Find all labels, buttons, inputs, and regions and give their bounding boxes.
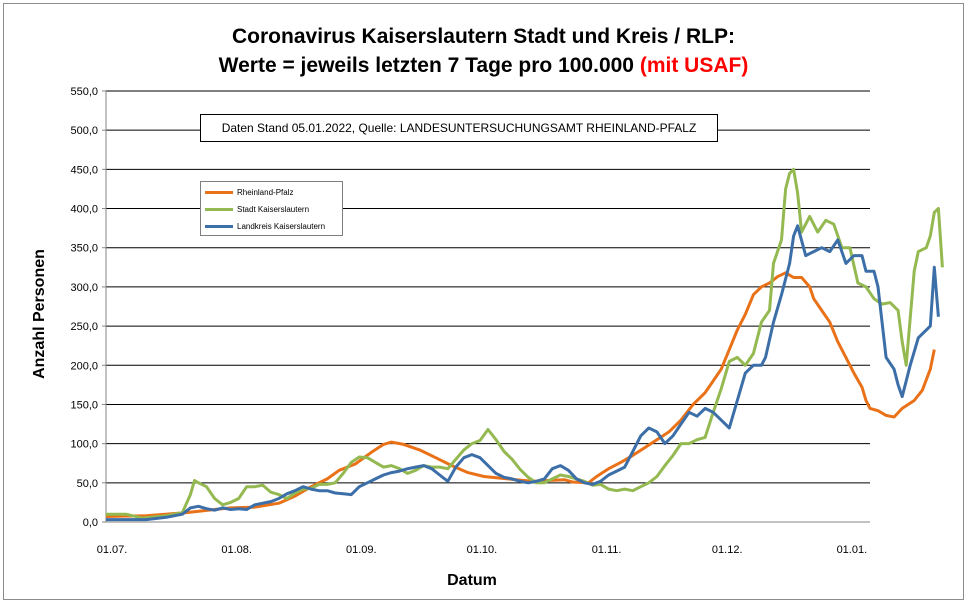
legend-item-rlp: Rheinland-Pfalz: [205, 186, 293, 198]
x-tick-label: 01.10.: [467, 544, 498, 556]
y-tick-label: 250,0: [70, 321, 98, 333]
data-source-note: Daten Stand 05.01.2022, Quelle: LANDESUN…: [200, 114, 718, 142]
chart-title: Coronavirus Kaiserslautern Stadt und Kre…: [0, 22, 967, 80]
y-tick-label: 300,0: [70, 282, 98, 294]
series-line-stadt-kaiserslautern: [106, 167, 944, 520]
y-tick-labels: 0,0 50,0 100,0 150,0 200,0 250,0 300,0 350,0 400…: [70, 86, 98, 529]
x-tick-label: 01.09.: [346, 544, 377, 556]
y-axis-title: Anzahl Personen: [31, 249, 48, 379]
x-axis-title: Datum: [447, 572, 497, 589]
x-tick-label: 01.07.: [97, 544, 128, 556]
x-tick-label: 01.11.: [592, 544, 622, 556]
x-tick-label: 01.08.: [221, 544, 252, 556]
y-tick-label: 200,0: [70, 360, 98, 372]
series-lines: [105, 167, 944, 522]
legend: Rheinland-Pfalz Stadt Kaiserslautern Lan…: [200, 181, 343, 236]
x-tick-label: 01.01.: [837, 544, 868, 556]
title-line-2: Werte = jeweils letzten 7 Tage pro 100.0…: [0, 51, 967, 80]
title-line-2-highlight: (mit USAF): [639, 54, 749, 77]
title-line-1: Coronavirus Kaiserslautern Stadt und Kre…: [232, 25, 735, 48]
legend-item-stadt: Stadt Kaiserslautern: [205, 203, 309, 215]
x-tick-labels: 01.07. 01.08. 01.09. 01.10. 01.11. 01.12. 01.0…: [97, 544, 867, 556]
series-line-rheinland-pfalz: [105, 271, 936, 518]
legend-swatch-rlp: [205, 190, 233, 194]
y-tick-label: 500,0: [70, 125, 98, 137]
legend-label-rlp: Rheinland-Pfalz: [237, 187, 294, 197]
legend-swatch-kreis: [205, 224, 233, 228]
y-tick-label: 50,0: [77, 478, 98, 490]
legend-label-stadt: Stadt Kaiserslautern: [237, 204, 310, 214]
y-tick-label: 100,0: [70, 439, 98, 451]
y-tick-label: 450,0: [70, 164, 98, 176]
gridlines: [102, 90, 870, 523]
y-tick-label: 0,0: [83, 517, 98, 529]
y-tick-label: 550,0: [70, 86, 98, 98]
legend-label-kreis: Landkreis Kaiserslautern: [237, 221, 326, 231]
title-line-2-main: Werte = jeweils letzten 7 Tage pro 100.0…: [218, 54, 640, 77]
y-tick-label: 350,0: [70, 243, 98, 255]
x-tick-label: 01.12.: [712, 544, 743, 556]
legend-item-kreis: Landkreis Kaiserslautern: [205, 220, 325, 232]
chart-frame: [3, 3, 964, 600]
series-line-landkreis-kaiserslautern: [106, 224, 940, 522]
y-tick-label: 400,0: [70, 204, 98, 216]
y-tick-label: 150,0: [70, 399, 98, 411]
legend-swatch-stadt: [205, 207, 233, 211]
